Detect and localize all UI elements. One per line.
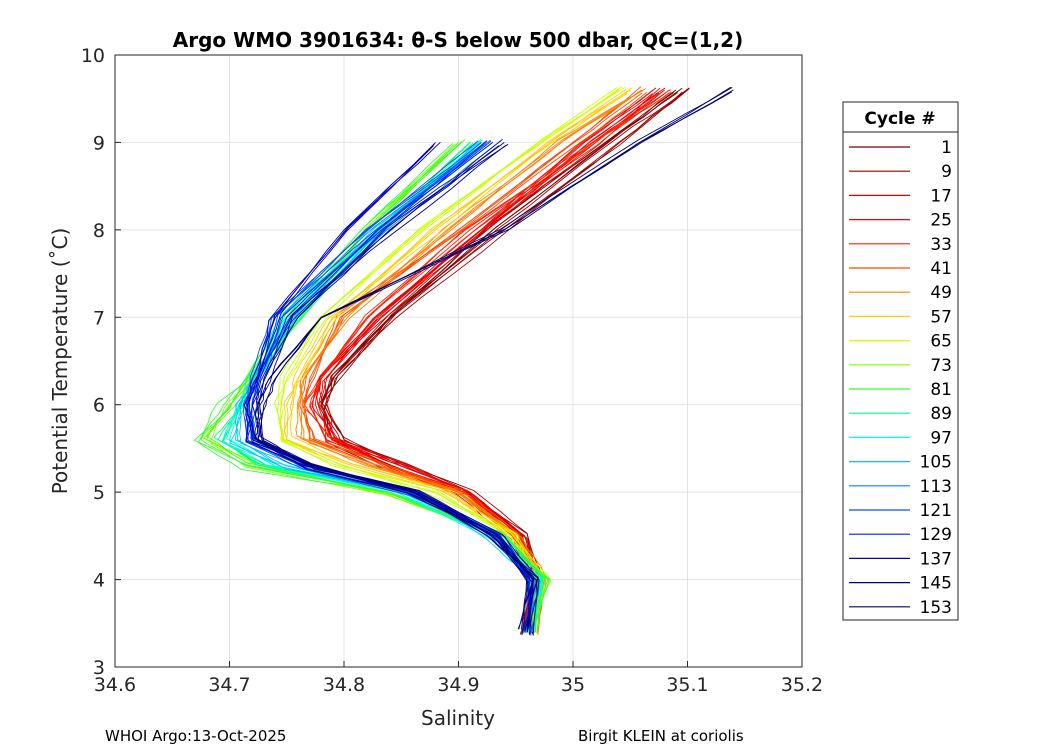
series-line-cycle-145 [255, 143, 534, 630]
y-tick-label: 8 [93, 220, 105, 242]
series-line-cycle-65 [277, 87, 617, 632]
x-tick-label: 34.9 [437, 674, 479, 696]
x-tick-label: 35 [561, 674, 585, 696]
x-tick-label: 35.2 [781, 674, 823, 696]
y-tick-label: 7 [93, 307, 105, 329]
series-line-cycle-81 [200, 142, 549, 633]
legend-label: 73 [930, 356, 952, 376]
series-line-cycle-17 [319, 87, 666, 633]
series-line-cycle-65 [274, 86, 623, 632]
y-axis-label: Potential Temperature (˚C) [48, 228, 72, 495]
series-line-cycle-33 [309, 90, 669, 630]
legend-label: 89 [930, 404, 952, 424]
y-tick-label: 5 [93, 482, 105, 504]
series-line-cycle-33 [302, 91, 672, 636]
legend-label: 113 [920, 477, 952, 497]
series-line-cycle-129 [248, 140, 534, 634]
legend-label: 49 [930, 283, 952, 303]
series-line-cycle-153 [251, 86, 732, 631]
series-line-cycle-1 [321, 87, 683, 630]
y-tick-label: 9 [93, 132, 105, 154]
y-ticks: 3 4 5 6 7 8 9 10 [81, 45, 121, 679]
series-line-cycle-113 [249, 139, 537, 629]
legend-label: 81 [930, 380, 952, 400]
series-line-cycle-65 [279, 89, 620, 633]
legend-label: 121 [920, 501, 952, 521]
series-line-cycle-49 [295, 90, 641, 629]
grid [114, 54, 803, 668]
y-tick-label: 3 [93, 657, 105, 679]
legend-label: 65 [930, 332, 952, 352]
y-tick-label: 6 [93, 395, 105, 417]
legend: Cycle # 1 9 17 25 33 41 49 57 65 73 81 89 97 105 113 12… [842, 101, 959, 621]
legend-label: 41 [930, 259, 952, 279]
series-line-cycle-25 [316, 87, 657, 633]
chart-title: Argo WMO 3901634: θ-S below 500 dbar, QC… [173, 28, 743, 52]
series-line-cycle-153 [258, 87, 733, 636]
series-line-cycle-121 [247, 140, 534, 630]
legend-label: 25 [930, 211, 952, 231]
x-ticks: 34.6 34.7 34.8 34.9 35 35.1 35.2 [94, 661, 823, 696]
legend-label: 145 [920, 574, 952, 594]
x-axis-label: Salinity [421, 706, 495, 730]
series-line-cycle-153 [254, 91, 733, 634]
legend-label: 9 [941, 162, 952, 182]
x-tick-label: 34.8 [323, 674, 365, 696]
legend-label: 1 [941, 138, 952, 158]
series-line-cycle-145 [252, 145, 540, 635]
footer-left: WHOI Argo:13-Oct-2025 [105, 727, 286, 745]
series-line-cycle-9 [320, 87, 690, 635]
series-line-cycle-57 [283, 93, 628, 630]
series-line-cycle-17 [318, 89, 671, 632]
y-tick-label: 10 [81, 45, 105, 67]
legend-label: 17 [930, 186, 952, 206]
series-line-cycle-17 [323, 87, 661, 630]
series-line-cycle-57 [289, 88, 627, 634]
legend-label: 97 [930, 428, 952, 448]
series-line-cycle-57 [286, 89, 631, 633]
series-line-cycle-153 [257, 89, 734, 633]
x-tick-label: 34.7 [208, 674, 250, 696]
x-tick-label: 34.6 [94, 674, 136, 696]
legend-label: 105 [920, 453, 952, 473]
legend-label: 129 [920, 525, 952, 545]
series-line-cycle-33 [309, 89, 665, 633]
series-line-cycle-25 [312, 92, 660, 633]
series-line-cycle-25 [311, 93, 653, 630]
y-tick-label: 4 [93, 570, 105, 592]
legend-label: 33 [930, 235, 952, 255]
series-line-cycle-89 [217, 142, 540, 633]
series-line-cycle-145 [259, 139, 528, 630]
legend-label: 57 [930, 307, 952, 327]
series-line-cycle-33 [302, 92, 670, 633]
footer-right: Birgit KLEIN at coriolis [578, 727, 744, 745]
series-line-cycle-25 [314, 89, 654, 633]
x-tick-label: 35.1 [666, 674, 708, 696]
series-lines [193, 86, 734, 636]
series-line-cycle-17 [320, 89, 665, 632]
legend-label: 137 [920, 549, 952, 569]
legend-title: Cycle # [864, 109, 935, 129]
series-line-cycle-121 [243, 144, 533, 633]
legend-label: 153 [920, 598, 952, 618]
